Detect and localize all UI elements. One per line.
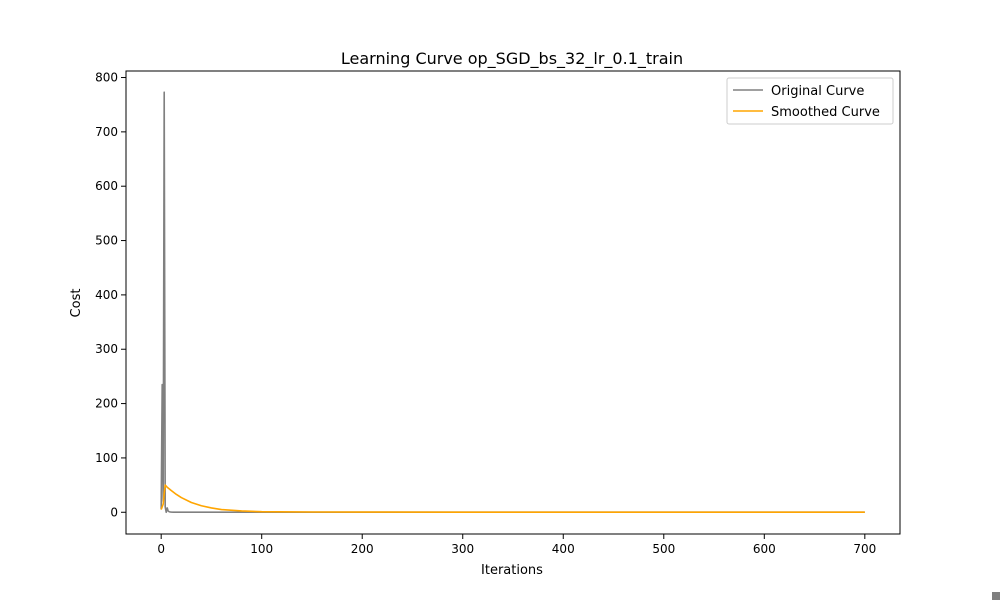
- x-axis-label: Iterations: [481, 563, 543, 578]
- y-axis-label: Cost: [69, 289, 84, 318]
- y-tick-label: 600: [95, 179, 118, 193]
- y-tick-label: 500: [95, 234, 118, 248]
- chart-title: Learning Curve op_SGD_bs_32_lr_0.1_train: [341, 49, 683, 69]
- legend-label-original: Original Curve: [771, 84, 864, 99]
- series-line-smoothed: [160, 484, 865, 514]
- y-tick-label: 0: [110, 505, 118, 519]
- x-tick-label: 700: [853, 542, 876, 556]
- y-tick-label: 300: [95, 342, 118, 356]
- corner-marker: [992, 592, 1000, 600]
- axes-frame: [125, 70, 901, 535]
- x-tick-label: 500: [652, 542, 675, 556]
- x-tick-label: 400: [552, 542, 575, 556]
- y-tick-label: 700: [95, 125, 118, 139]
- y-tick-label: 400: [95, 288, 118, 302]
- legend: Original Curve Smoothed Curve: [726, 77, 894, 125]
- y-tick-label: 200: [95, 397, 118, 411]
- x-tick-label: 200: [351, 542, 374, 556]
- plot-area: [160, 91, 865, 514]
- x-tick-label: 300: [451, 542, 474, 556]
- axis-ticks: 0 100 200 300 400 500 600 700 0 100 200 300 400 500 60…: [95, 71, 876, 556]
- legend-label-smoothed: Smoothed Curve: [771, 105, 880, 120]
- y-tick-label: 100: [95, 451, 118, 465]
- x-tick-label: 0: [157, 542, 165, 556]
- y-tick-label: 800: [95, 71, 118, 85]
- x-tick-label: 100: [250, 542, 273, 556]
- x-tick-label: 600: [753, 542, 776, 556]
- legend-box: [726, 77, 894, 125]
